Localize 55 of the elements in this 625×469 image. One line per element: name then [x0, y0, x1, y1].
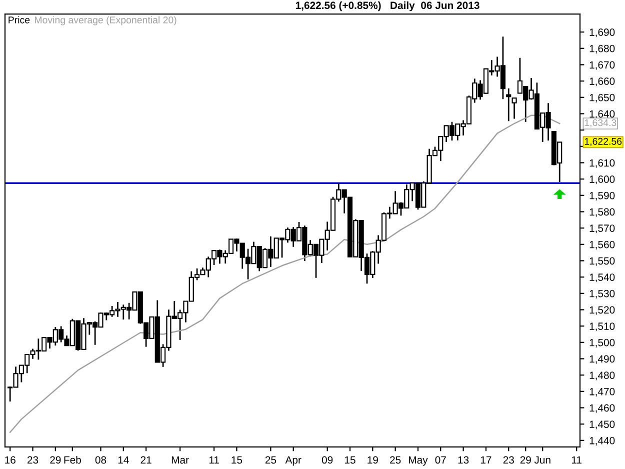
y-tick-label: 1,440 — [590, 436, 615, 446]
x-tick-label: 23 — [503, 456, 514, 464]
candlestick — [506, 88, 512, 122]
y-tick-label: 1,510 — [590, 322, 615, 332]
x-tick-label: 17 — [480, 456, 492, 464]
y-tick-label: 1,560 — [590, 240, 615, 250]
y-tick-label: 1,570 — [590, 224, 615, 234]
y-tick-label: 1,470 — [590, 388, 615, 397]
candlestick — [512, 97, 517, 120]
text: 1,622.56 — [584, 138, 622, 146]
y-tick-label: 1,590 — [590, 192, 615, 200]
x-tick-label: 15 — [232, 456, 242, 464]
text: Price — [8, 16, 30, 24]
y-tick-label: 1,670 — [590, 61, 615, 70]
y-tick-label: 1,490 — [590, 355, 615, 364]
y-tick-label: 1,460 — [590, 404, 615, 413]
y-tick-label: 1,480 — [590, 372, 615, 380]
x-tick-label: May — [408, 456, 428, 466]
x-tick-label: Jun — [534, 456, 550, 464]
y-tick-label: 1,500 — [590, 338, 615, 348]
text: 1,634.3 — [584, 119, 616, 128]
y-tick-label: 1,530 — [590, 290, 615, 299]
x-tick-label: 15 — [345, 456, 356, 464]
x-tick-label: 07 — [435, 456, 446, 464]
y-tick-label: 1,610 — [590, 159, 615, 168]
y-tick-label: 1,680 — [590, 44, 615, 54]
x-tick-label: 11 — [209, 456, 219, 464]
x-tick-label: Apr — [285, 456, 302, 466]
y-tick-label: 1,600 — [590, 176, 615, 184]
x-tick-label: 25 — [265, 456, 276, 464]
y-tick-label: 1,580 — [590, 208, 615, 217]
y-tick-label: 1,690 — [590, 28, 615, 38]
text: Moving average (Exponential 20) — [34, 16, 176, 26]
x-tick-label: 14 — [118, 456, 129, 464]
y-tick-label: 1,550 — [590, 257, 615, 266]
x-tick-label: 29 — [50, 456, 61, 464]
x-tick-label: 23 — [27, 456, 38, 464]
x-tick-label: 11 — [572, 456, 582, 464]
y-tick-label: 1,520 — [590, 306, 615, 315]
x-tick-label: 29 — [520, 456, 531, 464]
y-tick-label: 1,660 — [590, 78, 615, 86]
x-tick-label: 25 — [390, 456, 401, 464]
x-tick-label: 09 — [322, 456, 333, 464]
y-tick-label: 1,640 — [590, 110, 615, 119]
y-tick-label: 1,540 — [590, 274, 615, 282]
x-tick-label: 08 — [95, 456, 106, 464]
chart-title: 1,622.56 (+0.85%) Daily 06 Jun 2013 — [296, 1, 480, 12]
x-tick-label: 13 — [458, 456, 469, 464]
y-tick-label: 1,650 — [590, 94, 615, 102]
x-tick-label: 19 — [368, 456, 378, 464]
x-tick-label: 21 — [140, 456, 152, 464]
y-tick-label: 1,450 — [590, 420, 615, 430]
x-tick-label: 16 — [5, 456, 16, 464]
x-tick-label: Mar — [172, 456, 189, 464]
x-tick-label: Feb — [64, 456, 81, 464]
